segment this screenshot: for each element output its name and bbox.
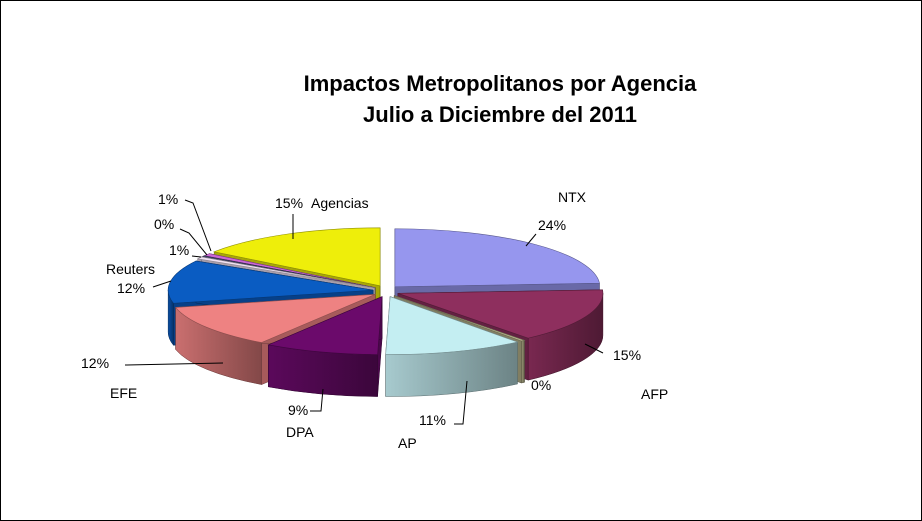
leader-line-9 — [191, 255, 202, 258]
slice-labels: 24%NTX15%AFP0%11%AP9%DPA12%EFE12%Reuters… — [81, 189, 668, 451]
data-label-9: 1% — [169, 242, 189, 258]
data-label-8: 0% — [154, 216, 174, 232]
data-label-4: 9% — [288, 402, 308, 418]
category-label-4: DPA — [286, 424, 314, 440]
leader-line-0 — [525, 233, 537, 247]
leader-line-7 — [184, 199, 212, 252]
chart-title: Impactos Metropolitanos por Agencia — [303, 71, 697, 96]
data-label-6: 12% — [117, 280, 145, 296]
pie-slice-4-top — [267, 296, 383, 355]
pie-slice-2-top — [394, 295, 526, 342]
leader-line-5 — [124, 362, 224, 366]
data-label-0: 24% — [538, 217, 566, 233]
category-label-0: NTX — [558, 189, 587, 205]
leader-line-8 — [179, 228, 208, 256]
category-label-5: EFE — [110, 385, 137, 401]
data-label-7: 1% — [158, 191, 178, 207]
pie-slice-3-top — [385, 296, 519, 355]
data-label-10: 15% — [275, 195, 303, 211]
data-label-3: 11% — [419, 412, 446, 428]
category-label-1: AFP — [641, 386, 668, 402]
pie-slice-4 — [267, 296, 383, 397]
leader-line-4 — [310, 388, 324, 412]
pie-slice-10-top — [213, 227, 381, 287]
category-label-10: Agencias — [311, 195, 369, 211]
pie-slice-0-top — [394, 228, 600, 288]
leader-line-6 — [152, 280, 172, 288]
pie-slice-5-top — [175, 294, 376, 343]
category-label-3: AP — [398, 435, 417, 451]
pie-slices — [167, 227, 604, 397]
data-label-2: 0% — [531, 377, 551, 393]
leader-line-3 — [454, 380, 468, 425]
pie-slice-7-top — [196, 256, 375, 289]
pie-slice-1-top — [397, 289, 604, 339]
data-label-5: 12% — [81, 355, 109, 371]
category-label-6: Reuters — [106, 261, 155, 277]
chart-subtitle: Julio a Diciembre del 2011 — [363, 102, 637, 127]
pie-slice-2-rim — [521, 340, 525, 384]
leader-lines — [124, 199, 604, 425]
leader-line-1 — [584, 343, 604, 354]
data-label-1: 15% — [613, 347, 641, 363]
pie-slice-3 — [385, 296, 519, 397]
